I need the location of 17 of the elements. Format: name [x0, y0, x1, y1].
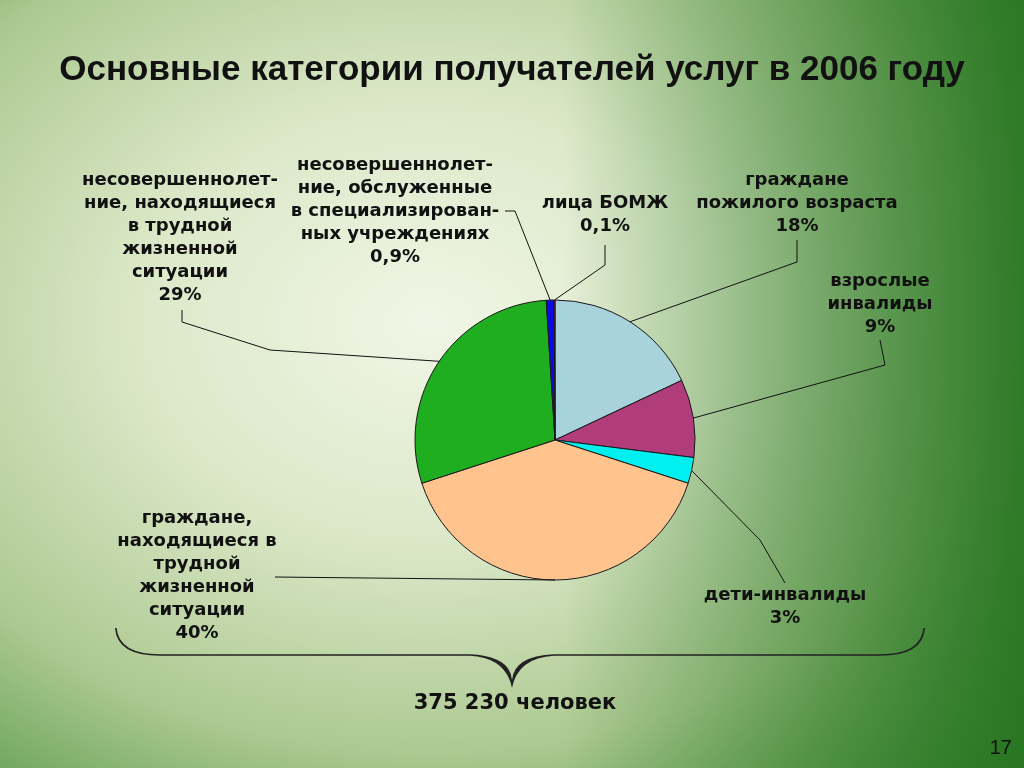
data-label: 0,9% [370, 245, 420, 266]
data-label: 3% [769, 606, 801, 627]
slice-label: взрослые инвалиды [827, 269, 933, 313]
chart-title: Основные категории получателей услуг в 2006 году [58, 48, 966, 88]
text: 375 230 человек [412, 690, 618, 714]
slice-label: несовершеннолет- ние, находящиеся в трудной жизненной ситуации [81, 168, 279, 281]
slice-label: лица БОМЖ [541, 191, 669, 212]
data-label: 18% [775, 214, 819, 235]
slice-label: несовершеннолет- ние, обслуженные в специализирован- ных учреждениях [290, 153, 500, 243]
slice-label: дети-инвалиды [703, 583, 867, 604]
data-label: 0,1% [580, 214, 630, 235]
slice-label: граждане пожилого возраста [696, 168, 898, 212]
text: 17 [989, 736, 1012, 759]
slice-label: граждане, находящиеся в трудной жизненной ситуации [117, 506, 277, 619]
data-label: 40% [175, 621, 219, 642]
data-label: 9% [864, 315, 896, 336]
data-label: 29% [158, 283, 202, 304]
